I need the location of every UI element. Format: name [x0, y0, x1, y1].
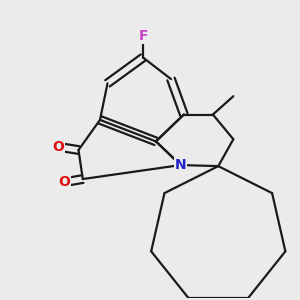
Text: O: O — [58, 175, 70, 189]
Text: N: N — [175, 158, 187, 172]
Text: O: O — [52, 140, 64, 154]
Text: F: F — [138, 29, 148, 43]
